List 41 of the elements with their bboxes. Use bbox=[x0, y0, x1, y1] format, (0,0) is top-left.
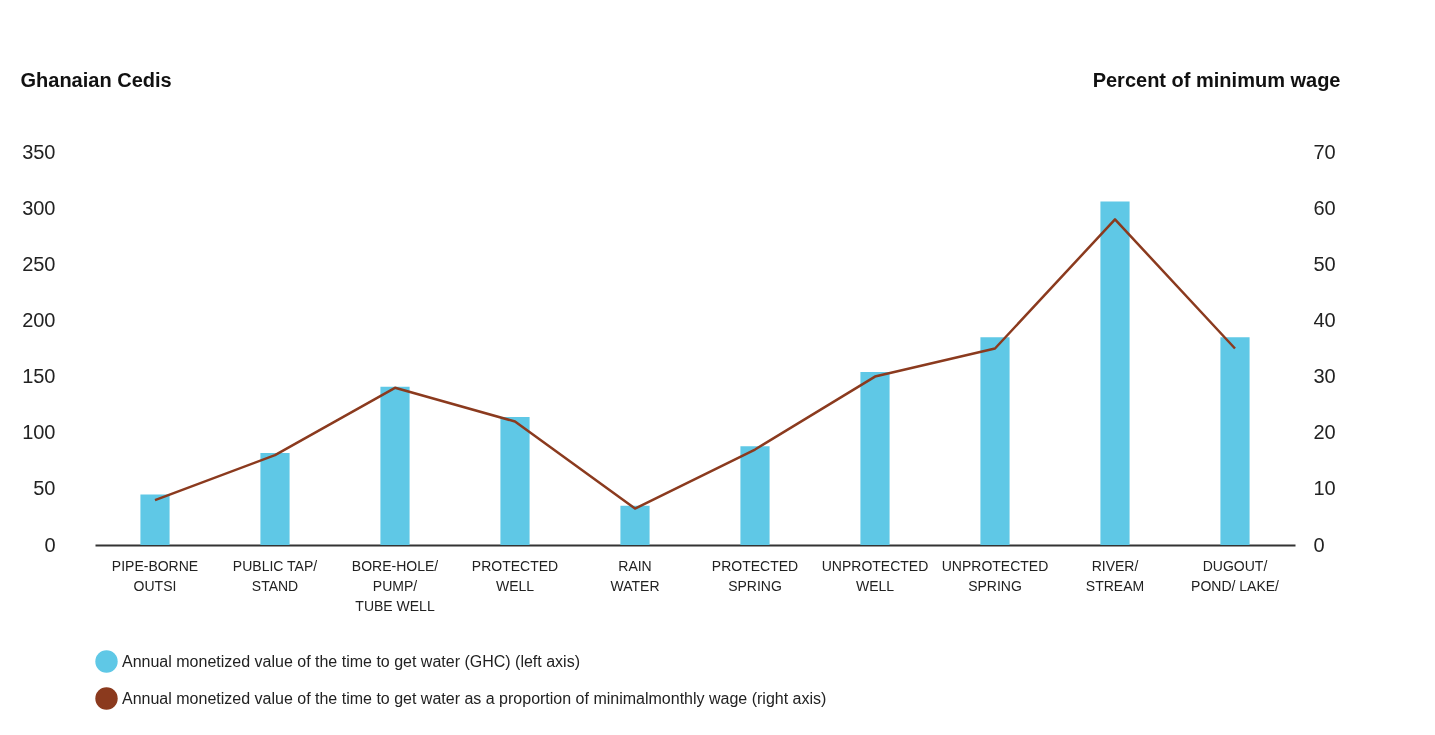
bar bbox=[260, 452, 290, 545]
x-tick-label: RAIN WATER bbox=[610, 557, 660, 594]
y-tick-label: 250 bbox=[22, 252, 56, 275]
y2-tick-label: 20 bbox=[1313, 421, 1336, 444]
y-axis-title: Ghanaian Cedis bbox=[20, 68, 172, 91]
bar bbox=[380, 386, 410, 545]
y-tick-label: 350 bbox=[22, 140, 56, 163]
x-tick-label: UNPROTECTED WELL bbox=[821, 557, 929, 594]
y-tick-label: 50 bbox=[33, 477, 56, 500]
bar bbox=[500, 416, 530, 545]
y2-tick-label: 70 bbox=[1313, 140, 1336, 163]
x-tick-label: PUBLIC TAP/ STAND bbox=[232, 557, 318, 594]
y-tick-label: 0 bbox=[44, 533, 56, 556]
x-tick-label: BORE-HOLE/ PUMP/ TUBE WELL bbox=[351, 557, 439, 614]
y2-tick-label: 10 bbox=[1313, 477, 1336, 500]
bar bbox=[140, 494, 170, 545]
y2-tick-label: 50 bbox=[1313, 252, 1336, 275]
x-tick-label: PROTECTED WELL bbox=[471, 557, 559, 594]
x-tick-label: UNPROTECTED SPRING bbox=[941, 557, 1049, 594]
line-series bbox=[153, 218, 1237, 510]
y-tick-label: 300 bbox=[22, 196, 56, 219]
y-tick-label: 150 bbox=[22, 365, 56, 388]
legend-label: Annual monetized value of the time to get water as a proportion of minimalmonthly wage (right axis) bbox=[122, 689, 827, 707]
y-tick-label: 200 bbox=[22, 308, 56, 331]
bar bbox=[620, 505, 650, 545]
bar bbox=[1220, 337, 1250, 545]
x-tick-label: RIVER/ STREAM bbox=[1085, 557, 1145, 594]
x-tick-label: PROTECTED SPRING bbox=[711, 557, 799, 594]
y-tick-label: 100 bbox=[22, 421, 56, 444]
y2-tick-label: 30 bbox=[1313, 365, 1336, 388]
y2-tick-label: 0 bbox=[1313, 533, 1325, 556]
bar bbox=[980, 337, 1010, 545]
y2-tick-label: 60 bbox=[1313, 196, 1336, 219]
x-tick-label: DUGOUT/ POND/ LAKE/ bbox=[1191, 557, 1280, 594]
y2-tick-label: 40 bbox=[1313, 308, 1336, 331]
bar bbox=[740, 446, 770, 545]
bar bbox=[860, 372, 890, 545]
x-tick-label: PIPE-BORNE OUTSI bbox=[111, 557, 199, 594]
bar bbox=[1100, 201, 1130, 545]
y2-axis-title: Percent of minimum wage bbox=[1092, 68, 1341, 91]
legend-label: Annual monetized value of the time to get water (GHC) (left axis) bbox=[122, 652, 580, 670]
